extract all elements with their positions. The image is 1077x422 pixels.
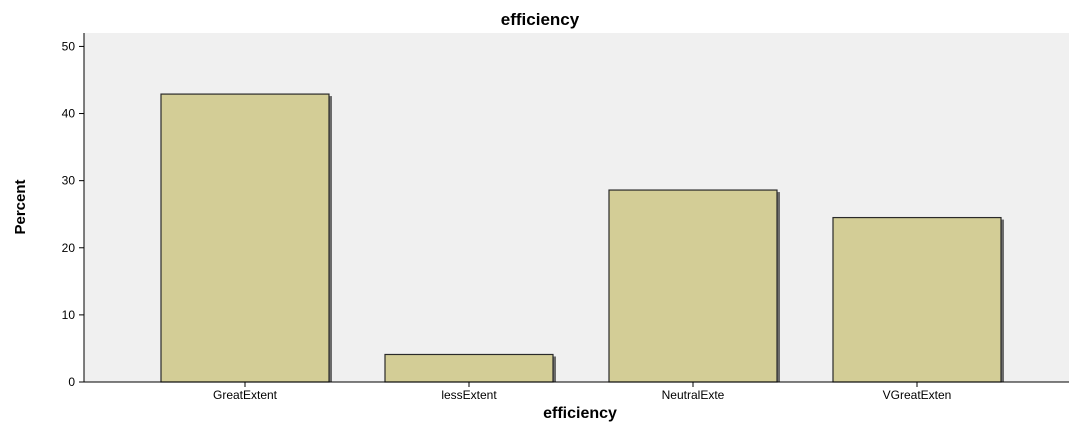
y-axis-title: Percent <box>12 179 29 234</box>
bars <box>160 93 1004 383</box>
bar-lessExtent <box>384 353 554 383</box>
y-tick-label: 50 <box>62 39 76 53</box>
y-tick-label: 40 <box>62 107 76 121</box>
y-tick-label: 10 <box>62 308 76 322</box>
y-tick-label: 0 <box>68 375 75 389</box>
bar-VGreatExten <box>832 216 1002 383</box>
bar-GreatExtent <box>160 93 330 383</box>
y-tick-label: 20 <box>62 241 76 255</box>
x-axis-title: efficiency <box>543 405 617 422</box>
x-tick-label: GreatExtent <box>213 388 278 402</box>
bar-NeutralExte <box>608 189 778 383</box>
x-tick-label: VGreatExten <box>883 388 952 402</box>
y-tick-label: 30 <box>62 174 76 188</box>
chart-title: efficiency <box>501 10 580 29</box>
x-axis-ticks: GreatExtent lessExtent NeutralExte VGreatEx… <box>213 382 951 402</box>
x-tick-label: NeutralExte <box>662 388 725 402</box>
x-tick-label: lessExtent <box>441 388 497 402</box>
y-axis-ticks: 0 10 20 30 40 50 <box>62 39 84 389</box>
